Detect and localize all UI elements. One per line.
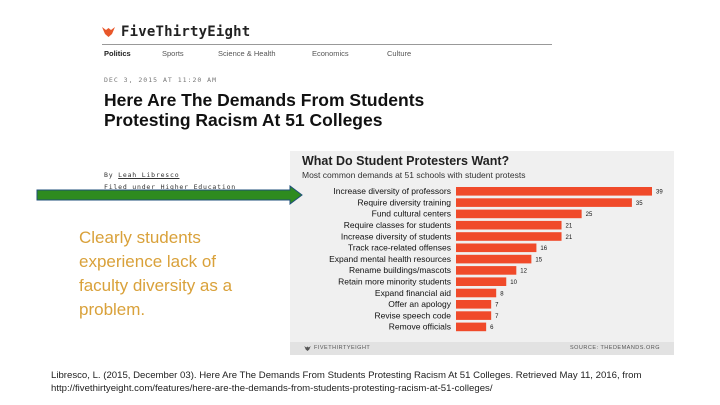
bar-plot: Increase diversity of professors 39 Requir…: [329, 186, 663, 332]
bar: [456, 220, 562, 230]
bar: [456, 300, 492, 309]
value-label: 21: [566, 224, 573, 230]
category-label: Require classes for students: [344, 220, 451, 230]
nav-item-politics[interactable]: Politics: [104, 49, 131, 58]
footer-brand-text: FIVETHIRTYEIGHT: [314, 345, 371, 351]
site-name: FiveThirtyEight: [121, 24, 251, 40]
site-logo[interactable]: FiveThirtyEight: [102, 24, 250, 40]
slide-caption: Clearly students experience lack of facu…: [79, 228, 233, 319]
chart-footer-brand: FIVETHIRTYEIGHT: [304, 345, 370, 351]
filed-prefix: Filed under: [104, 183, 156, 191]
nav-item-sports[interactable]: Sports: [162, 49, 184, 58]
bar: [456, 198, 632, 207]
bar: [456, 311, 492, 320]
value-label: 8: [500, 291, 504, 297]
bar: [456, 187, 652, 196]
category-label: Expand mental health resources: [329, 254, 451, 264]
article-headline: Here Are The Demands From Students Prote…: [104, 90, 425, 130]
category-label: Track race-related offenses: [348, 243, 451, 253]
bar: [456, 322, 487, 332]
chart-source: SOURCE: THEDEMANDS.ORG: [569, 345, 660, 351]
byline-prefix: By: [104, 171, 114, 179]
nav-item-science-health[interactable]: Science & Health: [218, 49, 276, 58]
header-divider: [102, 44, 552, 45]
bar: [456, 266, 517, 275]
category-label: Rename buildings/mascots: [349, 265, 451, 275]
value-label: 15: [535, 257, 542, 263]
value-label: 39: [656, 190, 663, 196]
value-label: 10: [510, 280, 517, 286]
fox-logo-icon: [304, 345, 311, 351]
category-label: Increase diversity of students: [341, 231, 451, 241]
value-label: 25: [586, 212, 593, 218]
category-label: Offer an apology: [388, 299, 451, 309]
bar: [456, 209, 582, 219]
category-label: Require diversity training: [357, 197, 451, 207]
category-label: Increase diversity of professors: [333, 186, 451, 196]
chart-subtitle: Most common demands at 51 schools with s…: [302, 170, 526, 180]
value-label: 16: [540, 246, 547, 252]
site-nav: Politics Sports Science & Health Economi…: [104, 49, 447, 58]
value-label: 6: [490, 325, 494, 331]
topic-link[interactable]: Higher Education: [160, 183, 236, 191]
category-label: Fund cultural centers: [372, 209, 451, 219]
arrow-right-icon: [36, 185, 303, 205]
chart-footer: FIVETHIRTYEIGHT SOURCE: THEDEMANDS.ORG: [290, 342, 674, 355]
category-label: Retain more minority students: [338, 277, 451, 287]
article-filed-under: Filed under Higher Education: [104, 183, 236, 191]
nav-item-economics[interactable]: Economics: [312, 49, 349, 58]
article-byline: By Leah Libresco: [104, 171, 179, 179]
citation: Libresco, L. (2015, December 03). Here A…: [51, 370, 642, 394]
category-label: Expand financial aid: [375, 288, 451, 298]
bar: [456, 254, 532, 264]
demands-chart: What Do Student Protesters Want? Most co…: [290, 151, 674, 355]
bar: [456, 232, 562, 241]
value-label: 7: [495, 314, 499, 320]
bar: [456, 288, 497, 298]
author-link[interactable]: Leah Libresco: [118, 171, 180, 179]
value-label: 12: [520, 269, 527, 275]
category-label: Revise speech code: [374, 310, 451, 320]
bar: [456, 243, 537, 253]
chart-title: What Do Student Protesters Want?: [302, 154, 510, 168]
value-label: 21: [566, 235, 573, 241]
nav-item-culture[interactable]: Culture: [387, 49, 412, 58]
value-label: 7: [495, 303, 499, 309]
value-label: 35: [636, 201, 643, 207]
bar: [456, 277, 507, 286]
fox-logo-icon: [102, 27, 115, 37]
article-dateline: DEC 3, 2015 AT 11:20 AM: [104, 76, 218, 84]
category-label: Remove officials: [389, 322, 451, 332]
